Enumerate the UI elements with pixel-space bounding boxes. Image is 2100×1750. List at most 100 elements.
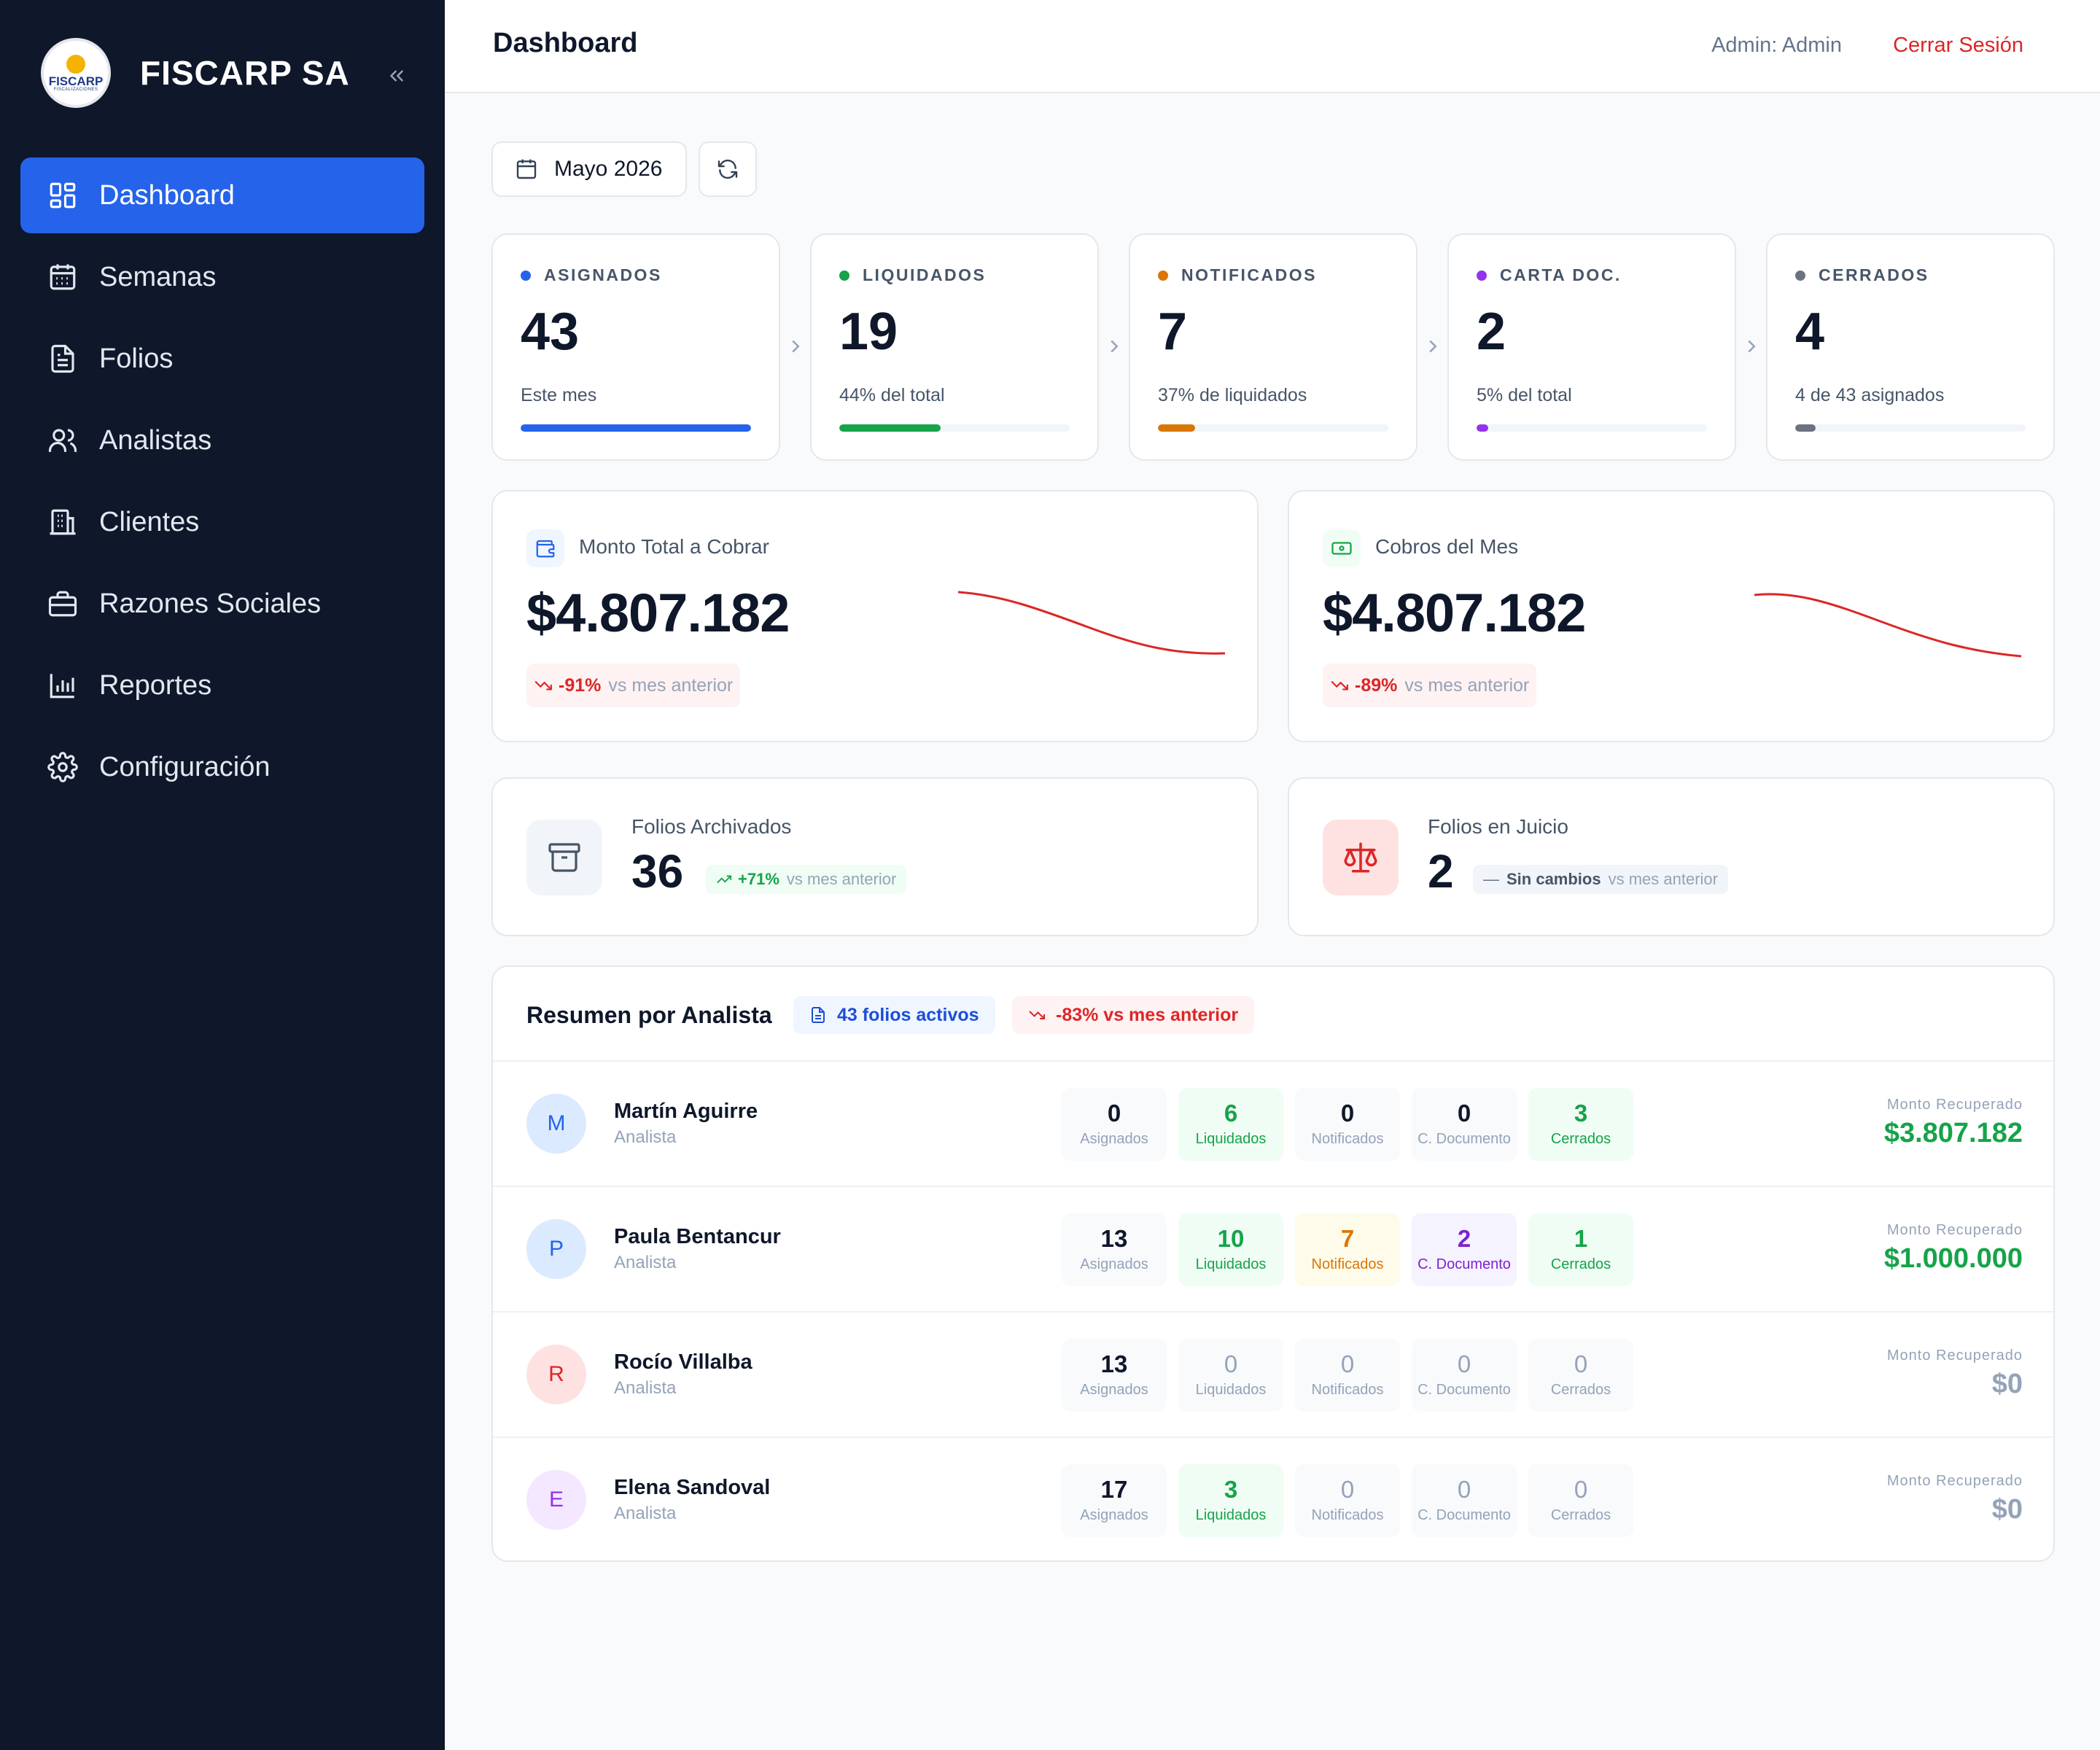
brand[interactable]: FISCARP FISCALIZACIONES FISCARP SA (41, 38, 413, 108)
analyst-metrics: 0 Asignados 6 Liquidados 0 Notificados 0 C. … (1062, 1088, 1645, 1161)
sidebar-item-clientes[interactable]: Clientes (20, 484, 424, 560)
recovered-amount: Monto Recuperado $1.000.000 (1884, 1222, 2023, 1275)
stat-progress (839, 424, 1070, 432)
metric-value: 0 (1340, 1350, 1355, 1377)
metric-value: 6 (1224, 1100, 1238, 1127)
status-dot (1795, 270, 1805, 281)
recovered-value: $1.000.000 (1883, 1243, 2023, 1274)
stat-progress (1158, 424, 1388, 432)
stat-subtext: 5% del total (1477, 385, 1572, 405)
stat-progress (1477, 424, 1707, 432)
analyst-row[interactable]: R Rocío Villalba Analista 13 Asignados 0 L… (493, 1311, 2053, 1436)
analyst-name: Paula Bentancur (614, 1225, 781, 1248)
stat-card-cerrados[interactable]: CERRADOS 4 4 de 43 asignados (1766, 233, 2055, 461)
sidebar-item-reportes[interactable]: Reportes (20, 648, 424, 723)
analyst-row[interactable]: E Elena Sandoval Analista 17 Asignados 3 L… (493, 1436, 2053, 1560)
metric-cerrados: 0 Cerrados (1528, 1464, 1633, 1537)
active-folios-badge: 43 folios activos (793, 996, 995, 1034)
sidebar-item-semanas[interactable]: Semanas (20, 239, 424, 315)
metric-label: Cerrados (1550, 1382, 1611, 1398)
calendar-icon (50, 264, 76, 290)
delta-badge: — Sin cambios vs mes anterior (1473, 865, 1728, 894)
archive-icon (526, 820, 602, 895)
trend-down-icon (1029, 1011, 1045, 1019)
sidebar-item-analistas[interactable]: Analistas (20, 402, 424, 478)
cash-icon (1323, 529, 1361, 567)
stat-progress-fill (1795, 424, 1816, 432)
sparkline (1754, 593, 2022, 658)
sidebar-item-folios[interactable]: Folios (20, 321, 424, 397)
metric-value: 0 (1457, 1476, 1471, 1503)
users-icon (48, 429, 77, 452)
metric-label: Asignados (1080, 1131, 1148, 1147)
gear-icon (47, 752, 78, 782)
sidebar-nav: Dashboard Semanas Folios Analistas Clien… (20, 158, 424, 811)
metric-value: 0 (1224, 1350, 1238, 1377)
analyst-name: Elena Sandoval (614, 1476, 771, 1499)
wallet-icon (526, 529, 564, 567)
current-user: Admin: Admin (1711, 34, 1842, 57)
sidebar-item-configuracion[interactable]: Configuración (20, 729, 424, 805)
money-amount: $4.807.182 (1323, 583, 1586, 643)
metric-value: 0 (1574, 1350, 1588, 1377)
metric-value: 0 (1340, 1100, 1355, 1127)
analyst-metrics: 13 Asignados 10 Liquidados 7 Notificados 2 C… (1062, 1213, 1645, 1286)
document-icon (812, 1007, 825, 1023)
sparkline (957, 591, 1226, 655)
chevron-right-icon (792, 340, 800, 353)
metric-value: 1 (1574, 1225, 1588, 1252)
month-label: Mayo 2026 (554, 157, 663, 181)
analyst-row[interactable]: P Paula Bentancur Analista 13 Asignados 1… (493, 1186, 2053, 1311)
stat-card-notificados[interactable]: NOTIFICADOS 7 37% de liquidados (1129, 233, 1418, 461)
metric-notificados: 0 Notificados (1295, 1464, 1400, 1537)
metric-label: Liquidados (1195, 1507, 1267, 1523)
metric-label: Cerrados (1550, 1507, 1611, 1523)
delta-badge: -91% vs mes anterior (526, 664, 741, 707)
sidebar-item-label: Analistas (99, 424, 212, 456)
avatar: M (526, 1094, 586, 1154)
metric-label: Liquidados (1195, 1382, 1267, 1398)
metric-value: 17 (1100, 1476, 1128, 1503)
metric-value: 10 (1217, 1225, 1245, 1252)
folio-label: Folios en Juicio (1428, 815, 1568, 838)
recovered-label: Monto Recuperado (1886, 1097, 2023, 1113)
metric-liquidados: 10 Liquidados (1178, 1213, 1283, 1286)
recovered-value: $0 (1991, 1369, 2023, 1399)
metric-label: C. Documento (1418, 1382, 1511, 1398)
trend-down-icon (534, 680, 552, 691)
month-picker-button[interactable]: Mayo 2026 (491, 141, 687, 197)
collapse-sidebar-button[interactable] (379, 58, 414, 93)
recovered-value: $3.807.182 (1883, 1118, 2023, 1148)
logout-link[interactable]: Cerrar Sesión (1893, 34, 2023, 57)
stat-card-carta-doc[interactable]: CARTA DOC. 2 5% del total (1447, 233, 1736, 461)
analyst-role: Analista (614, 1127, 677, 1147)
chevron-right-icon (1748, 340, 1756, 353)
analyst-row[interactable]: M Martín Aguirre Analista 0 Asignados 6 Li… (493, 1060, 2053, 1186)
metric-value: 0 (1574, 1476, 1588, 1503)
sidebar-item-dashboard[interactable]: Dashboard (20, 158, 424, 233)
brand-logo: FISCARP FISCALIZACIONES (41, 38, 111, 108)
delta-value: +71% (738, 870, 779, 888)
money-amount: $4.807.182 (526, 583, 790, 643)
stat-card-asignados[interactable]: ASIGNADOS 43 Este mes (491, 233, 780, 461)
recovered-amount: Monto Recuperado $0 (1887, 1348, 2023, 1400)
metric-value: 0 (1457, 1100, 1471, 1127)
metric-value: 2 (1457, 1225, 1471, 1252)
stat-label: NOTIFICADOS (1181, 265, 1317, 284)
stat-label: LIQUIDADOS (863, 265, 987, 284)
metric-cerrados: 0 Cerrados (1528, 1339, 1633, 1412)
sidebar-item-label: Folios (99, 343, 174, 374)
recovered-value: $0 (1991, 1494, 2023, 1525)
delta-text: vs mes anterior (1404, 674, 1530, 696)
metric-value: 13 (1100, 1225, 1128, 1252)
stat-label: CERRADOS (1819, 265, 1929, 284)
metric-label: Notificados (1311, 1256, 1384, 1272)
monto-total-card: Monto Total a Cobrar $4.807.182 -91% vs … (491, 490, 1259, 742)
sun-icon (66, 54, 85, 74)
stat-value: 4 (1795, 303, 1825, 361)
refresh-button[interactable] (699, 141, 757, 197)
metric-asignados: 0 Asignados (1062, 1088, 1167, 1161)
sidebar-item-razones-sociales[interactable]: Razones Sociales (20, 566, 424, 642)
folio-label: Folios Archivados (631, 815, 792, 838)
stat-card-liquidados[interactable]: LIQUIDADOS 19 44% del total (810, 233, 1099, 461)
